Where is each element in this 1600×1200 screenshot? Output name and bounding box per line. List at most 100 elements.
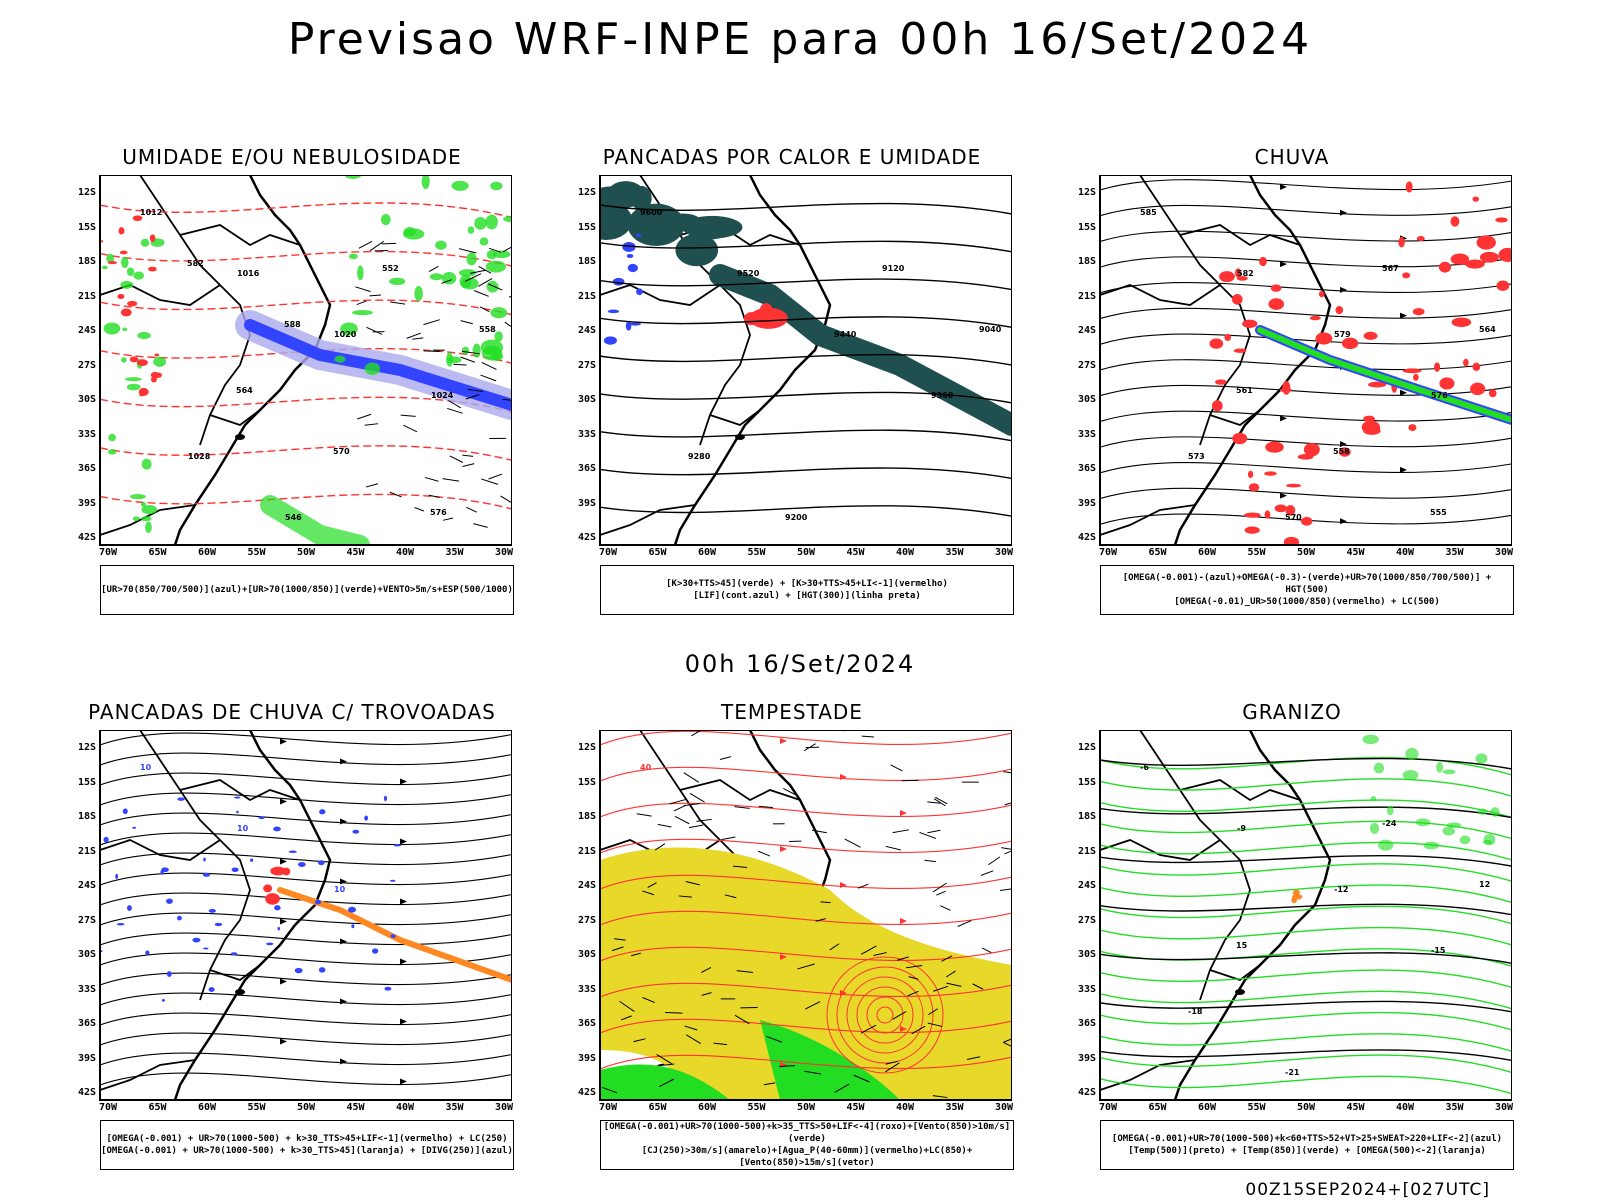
country-border (1139, 175, 1251, 446)
map-svg: 9600 9520 9440 9360 9280 9200 9120 9040 (599, 175, 1012, 546)
lat-tick-label: 15S (577, 776, 596, 788)
wind-vector (932, 1095, 948, 1099)
country-border (100, 284, 221, 306)
lon-tick-label: 35W (1445, 547, 1464, 558)
contour-line (100, 250, 512, 267)
lon-tick-label: 30W (494, 1102, 514, 1113)
field-blob (265, 893, 280, 905)
wind-vector (665, 1012, 683, 1014)
wind-vector (614, 938, 626, 941)
contour-line (1100, 926, 1512, 946)
field-blob (150, 376, 157, 383)
wind-vector (736, 970, 754, 974)
lon-tick-label: 55W (247, 547, 266, 558)
lon-tick-label: 40W (1395, 547, 1415, 558)
wind-vector (658, 1078, 674, 1088)
lat-tick-label: 30S (1077, 394, 1096, 405)
wind-vector (356, 300, 367, 306)
field-blob (118, 227, 125, 235)
field-blob (117, 293, 125, 299)
map-svg: 585 582 579 576 573 570 567 564 561 558 555 (1099, 175, 1512, 546)
field-blob (137, 359, 148, 367)
country-border (179, 779, 301, 802)
field-blob (106, 253, 115, 263)
contour-label: 552 (382, 264, 399, 273)
contour-label: -6 (1140, 763, 1149, 772)
wind-vector (684, 1025, 698, 1031)
field-blob (1236, 276, 1248, 281)
contour-line (600, 429, 1012, 442)
legend-line: [LIF](cont.azul) + [HGT(300)](linha pret… (693, 591, 921, 601)
lat-tick-label: 27S (1077, 359, 1096, 371)
contour-label: 9040 (979, 325, 1002, 334)
field-blob (1475, 753, 1488, 764)
field-band (709, 264, 1012, 436)
field-blob (1373, 762, 1385, 774)
wind-vector (758, 805, 774, 809)
field-blob (145, 521, 152, 533)
field-blob (161, 867, 169, 873)
lat-tick-label: 30S (577, 949, 596, 960)
lat-tick-label: 33S (577, 983, 596, 995)
contour-label: 1028 (188, 452, 211, 461)
wind-vector (647, 882, 657, 888)
lat-tick-label: 30S (77, 949, 96, 960)
contour-line (1100, 990, 1512, 1010)
field-blob (319, 809, 326, 815)
streamline-arrow (1340, 441, 1347, 448)
wind-vector (611, 946, 624, 952)
map-frame (99, 175, 512, 546)
field-blob (1412, 308, 1425, 316)
wind-vector (504, 321, 512, 328)
wind-vector (957, 920, 972, 927)
field-blob (490, 181, 503, 191)
lon-tick-label: 35W (445, 1102, 464, 1113)
wind-vector (732, 865, 747, 868)
map-frame (599, 730, 1012, 1101)
wind-vector (896, 956, 909, 961)
wind-vector (636, 813, 652, 817)
streamline (1100, 513, 1512, 525)
lon-tick-label: 30W (994, 547, 1014, 558)
contour-label: 555 (1430, 508, 1447, 517)
map-area: 10 10 10 12S 15S 18S 21S 24S 27S 30S 33S 36S 39S 42S 7… (72, 730, 513, 1120)
wind-vector (423, 319, 440, 326)
field-blob (1378, 839, 1394, 851)
contour-label: -18 (1188, 1007, 1203, 1016)
wind-vector (927, 1022, 943, 1027)
field-blob (1232, 432, 1248, 445)
wind-vector (403, 424, 418, 433)
lat-tick-label: 18S (1077, 811, 1096, 822)
contour-label: 564 (1479, 325, 1496, 334)
field-blob (344, 175, 362, 180)
wind-vector (724, 894, 737, 899)
field-blob (122, 808, 128, 815)
field-blob (266, 942, 274, 946)
panel-legend: [OMEGA(-0.001)+UR>70(1000-500)+k<60+TTS>… (1100, 1120, 1514, 1170)
page-title: Previsao WRF-INPE para 00h 16/Set/2024 (287, 14, 1313, 65)
field-blob (1459, 835, 1471, 845)
panel-tempestade: TEMPESTADE 40 12S 15S 18S 21S 24S 27S 30S 33S 36S 3… (572, 700, 1014, 1180)
field-blob (1436, 761, 1444, 773)
wind-vector (919, 831, 937, 840)
wind-vector (400, 414, 416, 417)
field-blob (127, 300, 138, 307)
field-blob (1490, 807, 1500, 817)
lat-tick-label: 21S (577, 290, 596, 302)
field-blob (263, 884, 273, 893)
contour-line (600, 505, 1012, 517)
wind-vector (442, 478, 460, 482)
legend-line: [OMEGA(-0.001)+UR>70(1000-500)+k<60+TTS>… (1111, 1134, 1503, 1144)
wind-vector (885, 1060, 898, 1065)
wind-vector (860, 1024, 877, 1034)
contour-line (1100, 1054, 1512, 1074)
field-blob (1405, 747, 1419, 760)
field-blob (130, 494, 146, 500)
streamline-arrow (1280, 415, 1287, 422)
streamline-arrow (400, 1018, 407, 1025)
wind-vector (927, 829, 941, 834)
coastline (1173, 175, 1332, 545)
field-blob (126, 383, 141, 391)
wind-vector (478, 265, 492, 274)
field-blob (1274, 504, 1288, 513)
